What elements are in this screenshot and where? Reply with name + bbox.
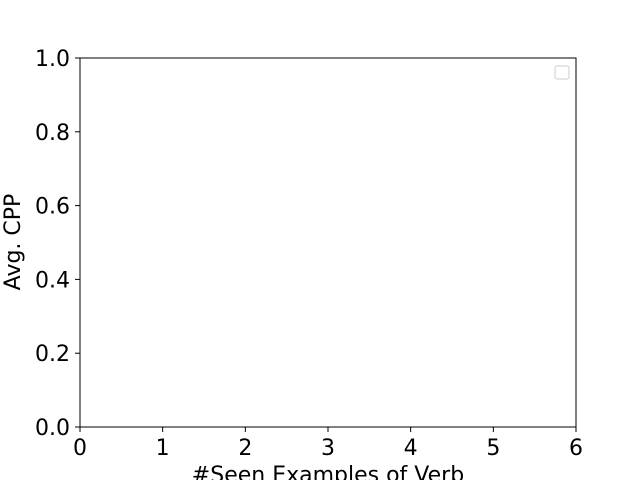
x-tick-label: 1 bbox=[156, 436, 170, 461]
y-tick-label: 0.0 bbox=[35, 416, 70, 441]
x-tick-label: 2 bbox=[238, 436, 252, 461]
x-axis-ticks: 0 1 2 3 4 5 6 bbox=[73, 427, 583, 461]
plot-background bbox=[80, 58, 576, 427]
plot-frame bbox=[79, 57, 577, 428]
x-tick-label: 0 bbox=[73, 436, 87, 461]
x-tick-label: 6 bbox=[569, 436, 583, 461]
legend-box bbox=[554, 65, 570, 80]
y-tick-label: 1.0 bbox=[35, 47, 70, 72]
y-tick-label: 0.4 bbox=[35, 268, 70, 293]
y-tick-label: 0.2 bbox=[35, 342, 70, 367]
y-tick-label: 0.8 bbox=[35, 121, 70, 146]
y-axis-ticks: 0.0 0.2 0.4 0.6 0.8 1.0 bbox=[35, 47, 80, 441]
x-tick-label: 4 bbox=[404, 436, 418, 461]
y-axis-label: Avg. CPP bbox=[1, 194, 26, 291]
y-tick-label: 0.6 bbox=[35, 195, 70, 220]
x-tick-label: 3 bbox=[321, 436, 335, 461]
x-axis-label: #Seen Examples of Verb bbox=[192, 463, 464, 480]
x-tick-label: 5 bbox=[486, 436, 500, 461]
